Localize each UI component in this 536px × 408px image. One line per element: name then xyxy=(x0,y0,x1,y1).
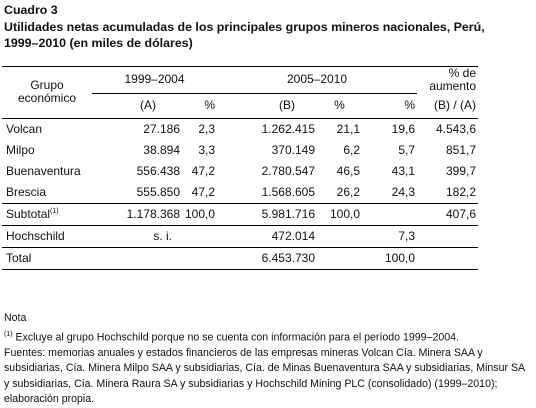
column-header: % xyxy=(362,93,418,119)
column-header: (A) xyxy=(92,93,182,119)
cell: 47,2 xyxy=(191,164,216,178)
increase-header: % de aumento xyxy=(429,66,477,93)
cell: 6,2 xyxy=(343,143,361,157)
row-label-text: Total xyxy=(6,251,32,265)
table-title: Utilidades netas acumuladas de los princ… xyxy=(4,19,485,51)
cell xyxy=(362,203,418,226)
cell: 2,3 xyxy=(198,122,216,136)
sources: Fuentes: memorias anuales y estados fina… xyxy=(4,346,525,406)
cell: 1.568.605 xyxy=(217,181,318,204)
cell: 1.262.415 xyxy=(261,122,316,136)
table-row: Buenaventura 556.438 47,2 2.780.547 46,5 43,1… xyxy=(2,161,478,182)
footnote-text: Excluye al grupo Hochschild porque no se… xyxy=(15,331,459,344)
notes: Nota (1) Excluye al grupo Hochschild por… xyxy=(4,311,532,408)
row-label-text: Buenaventura xyxy=(6,164,81,178)
cell: 2.780.547 xyxy=(261,164,316,178)
row-label: Total xyxy=(2,247,92,270)
cell: 472.014 xyxy=(217,225,318,248)
period-header: 2005–2010 xyxy=(217,66,418,94)
cell: 555.850 xyxy=(92,181,182,204)
row-label-text: Subtotal xyxy=(6,207,51,221)
cell: 1.178.368 xyxy=(92,203,182,226)
row-label: Hochschild xyxy=(2,225,92,248)
data-table: Grupo económico 1999–2004 2005–2010 % de… xyxy=(2,66,479,270)
row-label: Volcan xyxy=(2,118,92,140)
cell: 182,2 xyxy=(417,181,479,204)
row-label-text: Milpo xyxy=(6,143,35,157)
cell: 4.543,6 xyxy=(435,122,477,136)
cell xyxy=(317,225,363,248)
row-label-text: Brescia xyxy=(6,185,47,199)
footnote: (1) Excluye al grupo Hochschild porque n… xyxy=(4,327,532,346)
cell: 370.149 xyxy=(271,143,316,157)
row-label: Brescia xyxy=(2,181,92,204)
row-label-text: Hochschild xyxy=(6,229,65,243)
cell: 26,2 xyxy=(317,181,363,204)
footnote-ref: (1) xyxy=(4,330,13,338)
cell: s. i. xyxy=(92,225,182,248)
cell: 100,0 xyxy=(182,203,218,226)
cell: 21,1 xyxy=(336,122,361,136)
cell xyxy=(182,247,218,270)
header: Cuadro 3 Utilidades netas acumuladas de … xyxy=(4,2,504,52)
cell: 407,6 xyxy=(417,203,479,226)
cell xyxy=(417,247,479,270)
cell: 6.453.730 xyxy=(217,247,318,270)
cell xyxy=(182,225,218,248)
row-label: Subtotal(1) xyxy=(2,203,92,226)
row-label: Buenaventura xyxy=(2,161,92,182)
table-row: Milpo 38.894 3,3 370.149 6,2 5,7 851,7 xyxy=(2,140,478,161)
cell: 24,3 xyxy=(362,181,418,204)
table-row: Hochschild s. i. 472.014 7,3 xyxy=(2,225,479,248)
cell: 100,0 xyxy=(362,247,418,270)
cell: 7,3 xyxy=(362,225,418,248)
cell: 27.186 xyxy=(143,122,180,136)
cell: 43,1 xyxy=(391,164,416,178)
table-row: Subtotal(1) 1.178.368 100,0 5.981.716 100,0 4… xyxy=(2,203,479,226)
period-header: 1999–2004 xyxy=(92,66,218,94)
notes-heading: Nota xyxy=(4,312,27,324)
cell: 851,7 xyxy=(445,143,477,157)
column-header: % xyxy=(182,93,218,119)
row-label-text: Volcan xyxy=(6,122,43,136)
column-header: (B) / (A) xyxy=(417,93,479,119)
cell: 47,2 xyxy=(182,181,218,204)
cell: 556.438 xyxy=(136,164,180,178)
cell: 46,5 xyxy=(336,164,361,178)
table-row: Total 6.453.730 100,0 xyxy=(2,247,479,270)
cell xyxy=(417,225,479,248)
cell: 38.894 xyxy=(143,143,180,157)
table-row: Volcan 27.186 2,3 1.262.415 21,1 19,6 4.543,6 xyxy=(2,118,478,140)
cell: 5,7 xyxy=(398,143,416,157)
table-row: Brescia 555.850 47,2 1.568.605 26,2 24,3 182,2 xyxy=(2,181,479,204)
cell: 19,6 xyxy=(391,122,416,136)
cell: 100,0 xyxy=(317,203,363,226)
column-header: % xyxy=(317,93,363,119)
cell xyxy=(92,247,182,270)
cell: 5.981.716 xyxy=(217,203,318,226)
cell xyxy=(317,247,363,270)
cell: 3,3 xyxy=(198,143,216,157)
table-label: Cuadro 3 xyxy=(4,3,58,17)
cell: 399,7 xyxy=(445,164,477,178)
column-header: (B) xyxy=(217,93,318,119)
group-header: Grupo económico xyxy=(2,66,92,119)
footnote-ref: (1) xyxy=(50,208,59,215)
row-label: Milpo xyxy=(2,140,92,161)
